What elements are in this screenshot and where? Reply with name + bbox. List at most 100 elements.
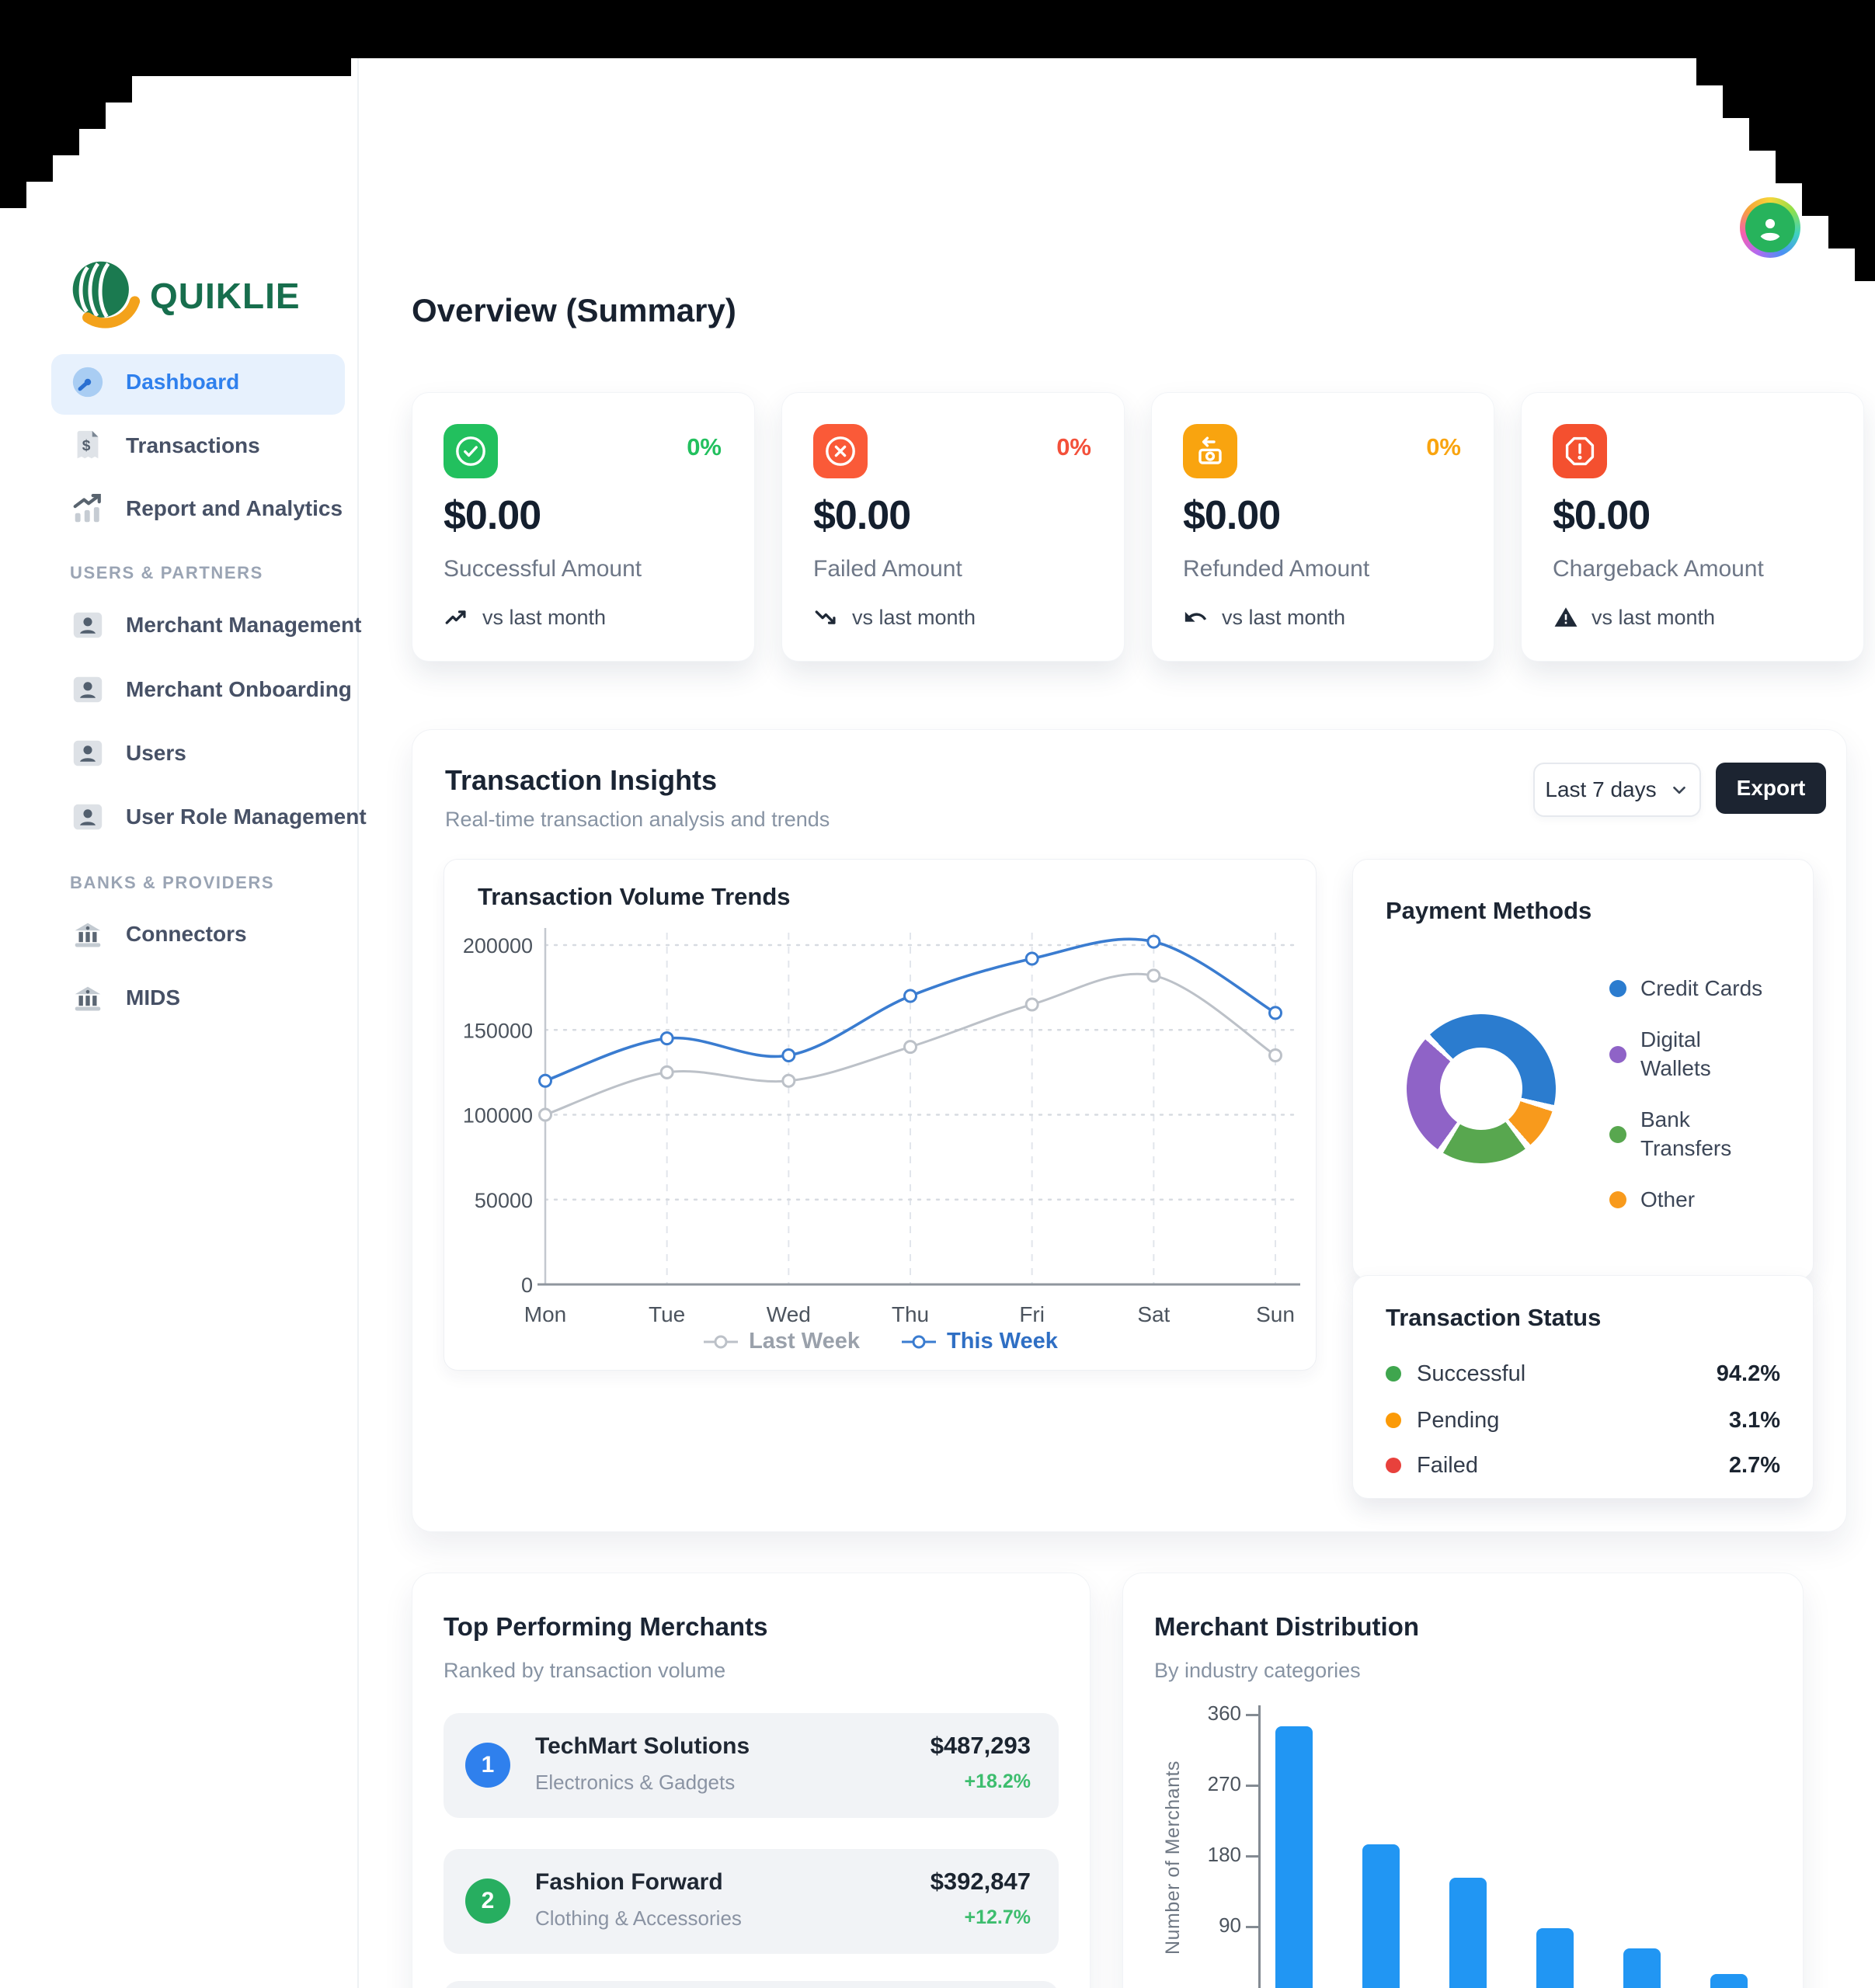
sidebar-section-users-partners: USERS & PARTNERS: [70, 563, 263, 582]
stat-card-failed: 0% $0.00 Failed Amount vs last month: [781, 392, 1125, 662]
panel-title: Transaction Insights: [445, 764, 718, 796]
sidebar-item-transactions[interactable]: $ Transactions: [70, 424, 260, 467]
donut-legend: Credit Cards Digital Wallets Bank Transf…: [1609, 975, 1780, 1214]
merchant-category: Clothing & Accessories: [535, 1906, 742, 1930]
sidebar-section-banks-providers: BANKS & PROVIDERS: [70, 873, 275, 892]
payment-methods-donut-chart: [1407, 1014, 1556, 1163]
user-avatar[interactable]: [1740, 197, 1800, 258]
svg-text:150000: 150000: [463, 1019, 533, 1042]
merchant-change: +18.2%: [964, 1771, 1031, 1792]
chart-title: Transaction Volume Trends: [478, 883, 791, 910]
legend-item: Bank Transfers: [1609, 1106, 1780, 1163]
sidebar-item-mids[interactable]: MIDS: [70, 976, 180, 1020]
status-row-pending: Pending 3.1%: [1386, 1405, 1780, 1436]
trending-up-icon: [445, 610, 466, 624]
sidebar-item-label: Merchant Management: [126, 613, 362, 637]
sidebar-item-merchant-management[interactable]: Merchant Management: [70, 603, 361, 647]
stat-percent: 0%: [1056, 433, 1091, 461]
svg-text:Wed: Wed: [767, 1302, 811, 1326]
bank-icon: [70, 980, 106, 1016]
payment-methods-card: Payment Methods Credit Cards Digital Wal…: [1352, 859, 1814, 1280]
svg-text:Thu: Thu: [892, 1302, 929, 1326]
status-dot: [1386, 1458, 1401, 1473]
sidebar-item-user-role-management[interactable]: User Role Management: [70, 795, 367, 839]
status-label: Successful: [1417, 1361, 1526, 1386]
volume-trends-card: Transaction Volume Trends 0 50000 100000 15…: [444, 859, 1317, 1371]
stat-label: Successful Amount: [444, 556, 642, 582]
stat-card-refunded: 0% $0.00 Refunded Amount vs last month: [1151, 392, 1494, 662]
date-range-dropdown[interactable]: Last 7 days: [1533, 763, 1701, 817]
legend-label: Other: [1640, 1187, 1696, 1211]
y-axis-label: Number of Merchants: [1162, 1760, 1184, 1955]
sidebar-item-label: Report and Analytics: [126, 496, 343, 520]
sidebar-item-merchant-onboarding[interactable]: Merchant Onboarding: [70, 668, 352, 711]
svg-text:Tue: Tue: [649, 1302, 685, 1326]
panel-subtitle: By industry categories: [1154, 1659, 1361, 1682]
status-dot: [1386, 1366, 1401, 1382]
person-card-icon: [70, 672, 106, 707]
legend-dot: [1609, 980, 1626, 998]
status-value: 94.2%: [1716, 1361, 1780, 1386]
sidebar-item-dashboard[interactable]: Dashboard: [70, 360, 239, 404]
stat-footer-text: vs last month: [1591, 605, 1716, 629]
sidebar-item-label: Connectors: [126, 922, 247, 946]
check-circle-icon: [444, 424, 498, 478]
legend-item: Digital Wallets: [1609, 1026, 1780, 1083]
svg-text:Sat: Sat: [1137, 1302, 1170, 1326]
stat-percent: 0%: [1426, 433, 1461, 461]
legend-label: Last Week: [749, 1329, 860, 1354]
stat-footer: vs last month: [1183, 604, 1345, 631]
svg-text:Fri: Fri: [1019, 1302, 1045, 1326]
person-card-icon: [70, 735, 106, 771]
transaction-status-card: Transaction Status Successful 94.2% Pend…: [1352, 1275, 1814, 1499]
cash-refund-icon: [1183, 424, 1237, 478]
merchant-category: Electronics & Gadgets: [535, 1771, 736, 1794]
status-label: Pending: [1417, 1407, 1500, 1433]
svg-text:50000: 50000: [475, 1189, 533, 1212]
date-range-label: Last 7 days: [1545, 777, 1657, 801]
export-button[interactable]: Export: [1716, 763, 1826, 814]
svg-text:Sun: Sun: [1256, 1302, 1295, 1326]
trending-down-icon: [815, 610, 836, 624]
stat-percent: 0%: [687, 433, 722, 461]
panel-title: Merchant Distribution: [1154, 1612, 1420, 1641]
merchant-row: 1 TechMart Solutions Electronics & Gadge…: [444, 1713, 1059, 1818]
top-merchants-panel: Top Performing Merchants Ranked by trans…: [412, 1573, 1091, 1988]
status-dot: [1386, 1413, 1401, 1428]
stat-footer-text: vs last month: [852, 605, 976, 629]
sidebar-item-report-analytics[interactable]: Report and Analytics: [70, 487, 343, 530]
svg-text:100000: 100000: [463, 1104, 533, 1128]
undo-icon: [1184, 611, 1207, 622]
legend-last-week: Last Week: [702, 1329, 860, 1354]
svg-text:0: 0: [521, 1274, 533, 1297]
sidebar-item-connectors[interactable]: Connectors: [70, 912, 247, 956]
stat-footer-text: vs last month: [482, 605, 607, 629]
stat-card-chargeback: $0.00 Chargeback Amount vs last month: [1521, 392, 1864, 662]
legend-label: Credit Cards: [1640, 976, 1763, 1000]
status-label: Failed: [1417, 1452, 1478, 1478]
legend-dot: [1609, 1125, 1626, 1143]
stat-footer-text: vs last month: [1222, 605, 1346, 629]
page-title: Overview (Summary): [412, 292, 736, 328]
merchant-row-partial: [444, 1981, 1059, 1988]
person-card-icon: [70, 799, 106, 835]
panel-subtitle: Ranked by transaction volume: [444, 1659, 726, 1682]
merchant-distribution-panel: Merchant Distribution By industry catego…: [1122, 1573, 1804, 1988]
legend-dot: [1609, 1191, 1626, 1209]
stat-value: $0.00: [444, 493, 541, 538]
merchant-amount: $487,293: [930, 1732, 1031, 1759]
receipt-dollar-icon: $: [70, 428, 106, 464]
svg-text:Mon: Mon: [524, 1302, 566, 1326]
sidebar-item-label: Merchant Onboarding: [126, 677, 352, 701]
warning-triangle-icon: [1554, 607, 1578, 627]
sidebar: QUIKLIE Dashboard $ Transactions Report …: [0, 58, 367, 1988]
stat-value: $0.00: [1183, 493, 1281, 538]
logo-text: QUIKLIE: [150, 276, 301, 316]
sidebar-item-users[interactable]: Users: [70, 732, 186, 775]
legend-label: This Week: [947, 1329, 1058, 1354]
stat-label: Failed Amount: [813, 556, 962, 582]
legend-this-week: This Week: [900, 1329, 1058, 1354]
status-value: 2.7%: [1728, 1452, 1780, 1478]
